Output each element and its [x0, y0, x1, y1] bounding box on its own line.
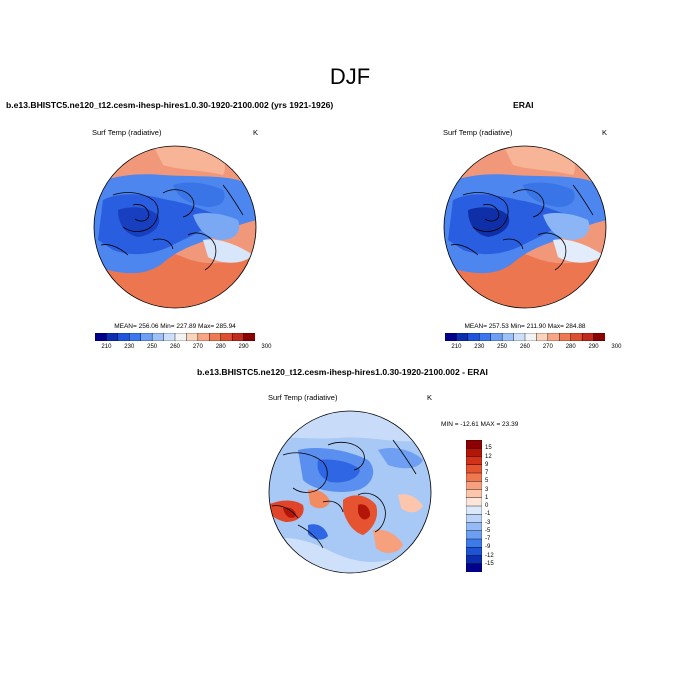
- diff-colorbar-swatch: [466, 481, 482, 490]
- colorbar-swatch: [186, 333, 199, 341]
- diff-polar-map: [268, 410, 432, 574]
- colorbar-swatch: [129, 333, 142, 341]
- colorbar-swatch: [163, 333, 176, 341]
- diff-stats: MIN = -12.61 MAX = 23.39: [441, 421, 519, 428]
- colorbar-tick-label: 210: [451, 344, 462, 350]
- diff-colorbar-tick-label: 7: [485, 470, 489, 476]
- diff-colorbar-swatch: [466, 489, 482, 499]
- diff-colorbar-swatch: [466, 497, 482, 507]
- diff-colorbar-tick-label: 1: [485, 494, 489, 501]
- diff-colorbar-tick-label: -9: [485, 544, 491, 551]
- diff-colorbar-labels: 15 12 9 7 5 3 1 0 -1 -3 -5 -7 -9 -12 -15: [485, 440, 505, 572]
- colorbar-tick-label: 210: [101, 344, 112, 350]
- diff-colorbar-tick-label: -1: [485, 511, 491, 518]
- diff-colorbar-swatch: [466, 563, 482, 572]
- diff-variable: Surf Temp (radiative): [268, 393, 338, 402]
- colorbar-swatch: [581, 333, 594, 341]
- colorbar-tick-label: 290: [588, 344, 599, 350]
- colorbar-tick-label: 260: [169, 344, 181, 350]
- season-title: DJF: [329, 64, 371, 89]
- diff-colorbar-swatch: [466, 440, 482, 449]
- colorbar-swatch: [559, 333, 572, 341]
- colorbar-swatch: [501, 333, 514, 341]
- colorbar-swatch: [220, 333, 233, 341]
- panel-1-colorbar-labels: 210 230 250 260 270 280 290 300: [95, 344, 271, 354]
- colorbar-swatch: [174, 333, 187, 341]
- panel-2-variable: Surf Temp (radiative): [443, 128, 513, 137]
- diff-colorbar-tick-label: 5: [485, 478, 489, 485]
- colorbar-tick-label: 300: [261, 344, 272, 350]
- colorbar-swatch: [231, 333, 244, 341]
- colorbar-tick-label: 270: [542, 344, 553, 350]
- panel-1-stats: MEAN= 256.06 Min= 227.89 Max= 285.94: [114, 323, 236, 330]
- colorbar-swatch: [524, 333, 537, 341]
- colorbar-swatch: [243, 333, 255, 341]
- diff-colorbar-swatch: [466, 522, 482, 532]
- colorbar-tick-label: 230: [124, 344, 135, 350]
- colorbar-swatch: [536, 333, 549, 341]
- panel-1-case-title: b.e13.BHISTC5.ne120_t12.cesm-ihesp-hires…: [6, 100, 334, 110]
- colorbar-swatch: [106, 333, 119, 341]
- colorbar-swatch: [547, 333, 560, 341]
- diff-colorbar-tick-label: -15: [485, 560, 494, 567]
- panel-2-polar-map: [443, 145, 607, 309]
- diff-case-title: b.e13.BHISTC5.ne120_t12.cesm-ihesp-hires…: [197, 367, 488, 377]
- colorbar-tick-label: 250: [497, 344, 508, 350]
- colorbar-swatch: [456, 333, 469, 341]
- diff-colorbar-swatch: [466, 505, 482, 515]
- colorbar-tick-label: 300: [611, 344, 622, 350]
- panel-2-colorbar-labels: 210 230 250 260 270 280 290 300: [445, 344, 621, 354]
- colorbar-tick-label: 260: [519, 344, 531, 350]
- colorbar-swatch: [140, 333, 153, 341]
- colorbar-swatch: [95, 333, 107, 341]
- colorbar-tick-label: 280: [215, 344, 226, 350]
- diff-colorbar-swatch: [466, 456, 482, 466]
- diff-units: K: [427, 393, 433, 402]
- panel-2-case-title: ERAI: [513, 100, 534, 110]
- colorbar-swatch: [197, 333, 210, 341]
- panel-1-polar-map: [93, 145, 257, 309]
- colorbar-swatch: [445, 333, 457, 341]
- diff-colorbar-tick-label: -12: [485, 552, 494, 559]
- colorbar-swatch: [570, 333, 583, 341]
- diff-colorbar-swatch: [466, 472, 482, 482]
- colorbar-tick-label: 230: [474, 344, 485, 350]
- diff-colorbar-swatch: [466, 530, 482, 540]
- diff-colorbar-tick-label: 9: [485, 461, 489, 468]
- diff-colorbar-tick-label: 12: [485, 453, 492, 460]
- colorbar-swatch: [117, 333, 130, 341]
- panel-1-variable: Surf Temp (radiative): [92, 128, 162, 137]
- colorbar-swatch: [479, 333, 492, 341]
- panel-1-units: K: [253, 128, 259, 137]
- diff-colorbar-tick-label: -3: [485, 519, 491, 526]
- diff-colorbar-swatch: [466, 464, 482, 474]
- colorbar-tick-label: 280: [565, 344, 576, 350]
- diff-colorbar-swatch: [466, 555, 482, 565]
- diff-colorbar-tick-label: 0: [485, 503, 489, 509]
- diff-colorbar-swatch: [466, 448, 482, 457]
- panel-1-colorbar: [95, 333, 255, 341]
- diff-colorbar-swatch: [466, 538, 482, 548]
- diff-colorbar-tick-label: -7: [485, 536, 491, 542]
- diff-colorbar-tick-label: 3: [485, 486, 489, 493]
- colorbar-swatch: [490, 333, 503, 341]
- panel-2-stats: MEAN= 257.53 Min= 211.90 Max= 284.88: [464, 323, 586, 330]
- diff-colorbar-swatch: [466, 514, 482, 523]
- diff-colorbar-swatch: [466, 547, 482, 556]
- panel-2-colorbar: [445, 333, 605, 341]
- colorbar-swatch: [209, 333, 222, 341]
- colorbar-tick-label: 250: [147, 344, 158, 350]
- diff-colorbar-tick-label: 15: [485, 445, 492, 452]
- diff-colorbar: [466, 440, 482, 572]
- colorbar-tick-label: 290: [238, 344, 249, 350]
- colorbar-tick-label: 270: [192, 344, 203, 350]
- panel-2-units: K: [602, 128, 608, 137]
- colorbar-swatch: [513, 333, 526, 341]
- colorbar-swatch: [593, 333, 605, 341]
- colorbar-swatch: [467, 333, 480, 341]
- colorbar-swatch: [151, 333, 164, 341]
- diff-colorbar-tick-label: -5: [485, 527, 491, 534]
